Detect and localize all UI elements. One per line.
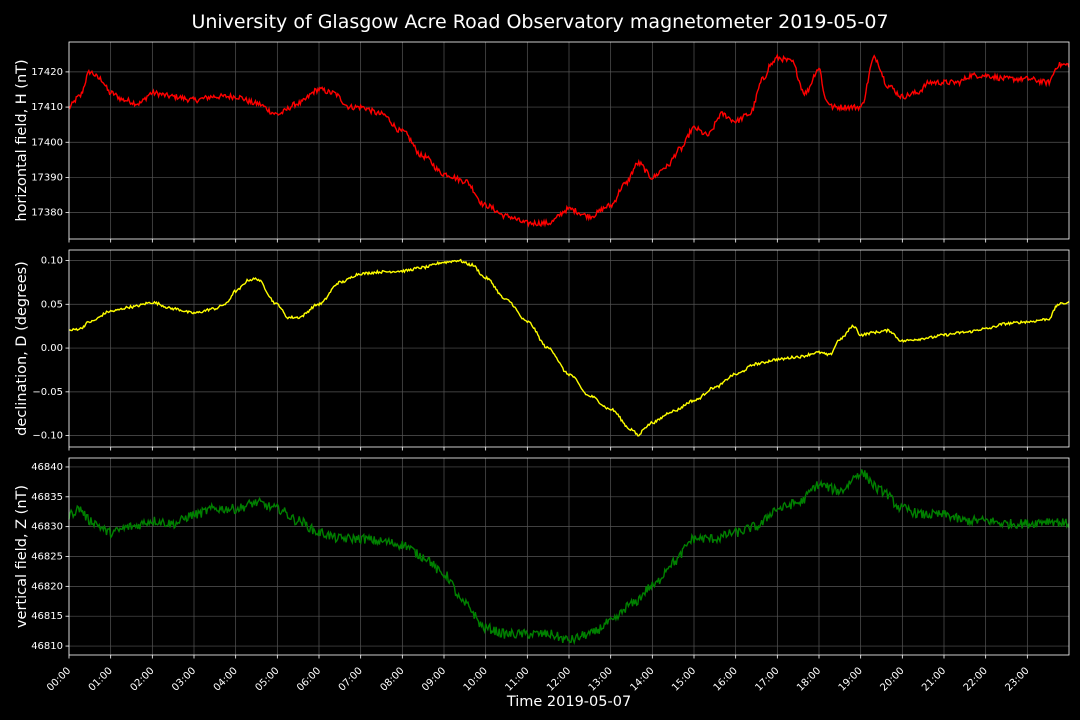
panel-horizontal-field-frame bbox=[68, 41, 1070, 240]
panel-horizontal-field: 17380 17390 17400 17410 17420 horizontal fie… bbox=[14, 41, 1070, 243]
y-tick-label: 46840 bbox=[31, 462, 63, 473]
panel-vertical-field-yticks: 46810 46815 46820 46825 46830 46835 46840 bbox=[31, 462, 69, 652]
y-tick-label: 0.05 bbox=[41, 299, 63, 310]
y-tick-label: 17420 bbox=[31, 67, 63, 78]
panel-vertical-field-frame bbox=[68, 457, 1070, 656]
series-declination-line bbox=[68, 258, 1070, 437]
panel-vertical-field-grid bbox=[68, 458, 1069, 659]
y-tick-label: 46835 bbox=[31, 492, 63, 503]
y-tick-label: −0.10 bbox=[32, 431, 63, 442]
y-tick-label: 17390 bbox=[31, 172, 63, 183]
y-tick-label: 17410 bbox=[31, 102, 63, 113]
panel-declination-yticks: −0.10 −0.05 0.00 0.05 0.10 bbox=[32, 256, 69, 442]
panel-declination-frame bbox=[68, 249, 1070, 448]
y-tick-label: 46815 bbox=[31, 611, 63, 622]
panel-horizontal-field-yticks: 17380 17390 17400 17410 17420 bbox=[31, 67, 69, 219]
panel-declination: −0.10 −0.05 0.00 0.05 0.10 declination, D (d… bbox=[14, 249, 1070, 451]
y-tick-label: 46810 bbox=[31, 641, 63, 652]
y-tick-label: 46820 bbox=[31, 581, 63, 592]
y-tick-label: 46825 bbox=[31, 552, 63, 563]
y-tick-label: 17400 bbox=[31, 137, 63, 148]
ylabel-horizontal-field: horizontal field, H (nT) bbox=[14, 59, 30, 221]
y-tick-label: 46830 bbox=[31, 522, 63, 533]
y-tick-label: 17380 bbox=[31, 208, 63, 219]
y-tick-label: −0.05 bbox=[32, 387, 63, 398]
x-axis-label: Time 2019-05-07 bbox=[506, 694, 631, 710]
y-tick-label: 0.10 bbox=[41, 256, 63, 267]
series-horizontal-field-line bbox=[68, 53, 1070, 228]
ylabel-vertical-field: vertical field, Z (nT) bbox=[14, 485, 30, 628]
chart-title: University of Glasgow Acre Road Observat… bbox=[191, 11, 888, 33]
panel-vertical-field: 46810 46815 46820 46825 46830 46835 46840 vert… bbox=[14, 457, 1070, 659]
panel-horizontal-field-grid bbox=[68, 42, 1069, 243]
panel-declination-grid bbox=[68, 250, 1069, 451]
series-vertical-field-line bbox=[68, 469, 1070, 646]
ylabel-declination: declination, D (degrees) bbox=[14, 261, 30, 436]
y-tick-label: 0.00 bbox=[41, 343, 63, 354]
